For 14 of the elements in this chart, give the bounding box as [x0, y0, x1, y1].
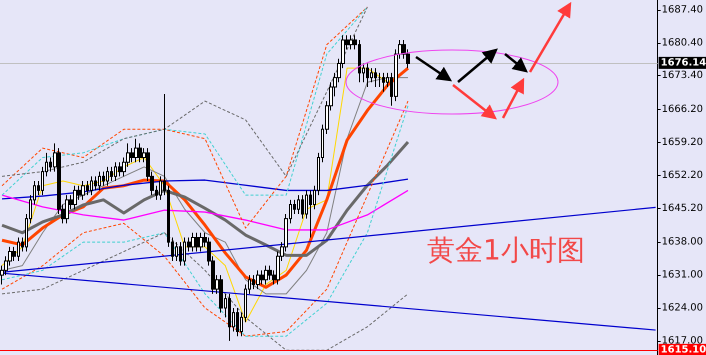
y-tick-label: 1617.00 [662, 335, 704, 346]
y-tick-label: 1659.20 [662, 136, 704, 148]
ref-line-label: 1676.14 [660, 57, 706, 68]
ref-line-label: 1615.10 [660, 344, 706, 355]
y-tick-label: 1680.40 [662, 37, 704, 48]
y-tick-label: 1687.40 [662, 4, 704, 16]
annotation: 黄金1小时图 [427, 234, 585, 266]
y-tick-label: 1624.00 [662, 302, 704, 314]
y-tick-label: 1631.00 [662, 270, 704, 281]
y-tick-label: 1652.20 [662, 170, 704, 181]
y-tick-label: 1638.00 [662, 236, 704, 248]
y-tick-label: 1645.20 [662, 202, 704, 214]
y-tick-label: 1666.20 [662, 104, 704, 116]
y-tick-label: 1673.40 [662, 70, 704, 82]
